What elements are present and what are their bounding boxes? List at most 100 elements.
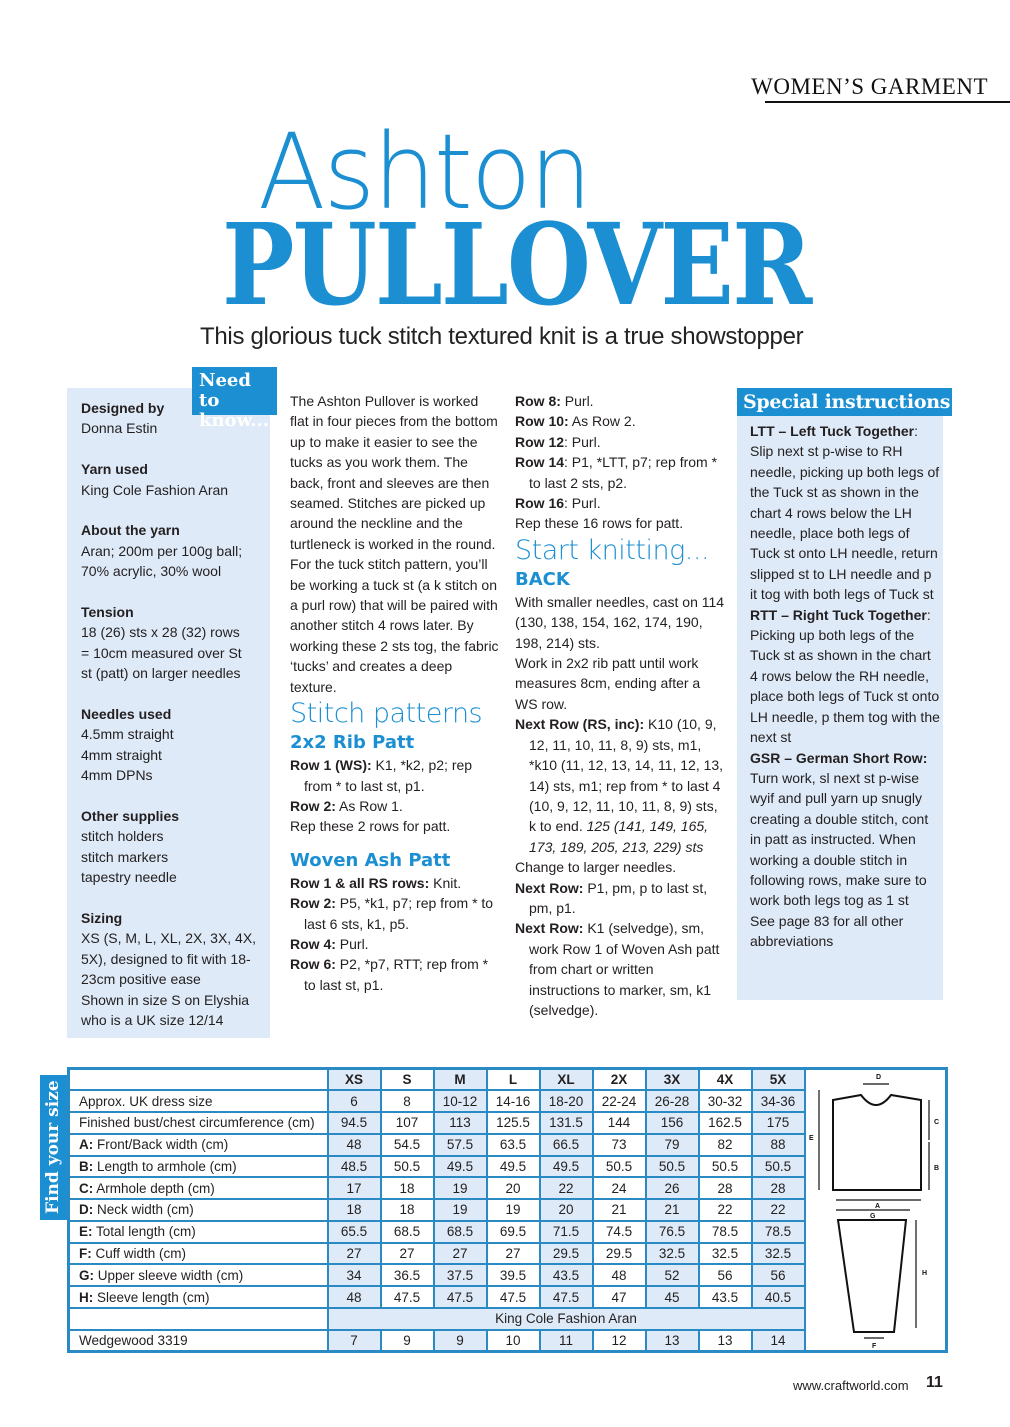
instruction: Row 14: P1, *LTT, p7; rep from * to last… (515, 452, 725, 493)
ball-count: 9 (379, 1328, 435, 1353)
info-group: About the yarn Aran; 200m per 100g ball; 7… (81, 520, 266, 581)
table-cell: 21 (591, 1198, 647, 1222)
ball-count: 13 (697, 1328, 753, 1353)
table-cell: 14-16 (485, 1089, 541, 1114)
size-header: XS (326, 1067, 382, 1092)
table-cell: 47.5 (432, 1285, 488, 1309)
info-heading: Designed by (81, 400, 165, 416)
table-row: F: Cuff width (cm) 27 27 27 27 29.5 29.5 32.5 32… (67, 1241, 947, 1266)
table-cell: 68.5 (432, 1219, 488, 1244)
table-row: A: Front/Back width (cm) 48 54.5 57.5 63.5 66… (67, 1132, 947, 1157)
instruction: With smaller needles, cast on 114 (130, … (515, 592, 725, 653)
table-cell: 19 (432, 1198, 488, 1222)
instruction-text: K10 (10, 9, 12, 11, 10, 11, 8, 9) sts, m… (529, 716, 724, 835)
instruction: Row 6: P2, *p7, RTT; rep from * to last … (290, 954, 500, 995)
instruction-label: Row 12 (515, 433, 565, 450)
table-cell: 175 (750, 1111, 806, 1135)
table-cell: 50.5 (697, 1154, 753, 1179)
table-cell: 125.5 (485, 1111, 541, 1135)
instruction-text: : P1, *LTT, p7; rep from * to last 2 sts… (529, 454, 718, 491)
row-label: A: Front/Back width (cm) (67, 1132, 329, 1157)
table-cell: 49.5 (485, 1154, 541, 1179)
table-cell: 113 (432, 1111, 488, 1135)
table-cell: 20 (485, 1176, 541, 1201)
info-line: 4mm DPNs (81, 767, 153, 784)
shade-row: Wedgewood 3319 7 9 9 10 11 12 13 13 14 (67, 1328, 947, 1353)
instruction: Row 1 (WS): K1, *k2, p2; rep from * to l… (290, 755, 500, 796)
table-cell: 29.5 (591, 1241, 647, 1266)
instruction-label: Row 1 & all RS rows: (290, 874, 430, 891)
row-label: Approx. UK dress size (67, 1089, 329, 1114)
table-cell: 19 (432, 1176, 488, 1201)
table-cell: 74.5 (591, 1219, 647, 1244)
instruction-label: Row 14 (515, 454, 565, 471)
info-line: XS (S, M, L, XL, 2X, 3X, 4X, (81, 930, 257, 947)
table-row: C: Armhole depth (cm) 17 18 19 20 22 24 26 28 28 (67, 1176, 947, 1201)
table-cell: 156 (644, 1111, 700, 1135)
column-2: The Ashton Pullover is worked flat in fo… (290, 391, 500, 995)
table-cell: 47 (591, 1285, 647, 1309)
woven-heading: Woven Ash Patt (290, 849, 451, 871)
yarn-name: King Cole Fashion Aran (326, 1306, 806, 1331)
instruction-text: Change to larger needles. (515, 859, 677, 876)
table-cell: 82 (697, 1132, 753, 1157)
table-cell: 22 (750, 1198, 806, 1222)
table-cell: 37.5 (432, 1263, 488, 1288)
table-cell: 43.5 (538, 1263, 594, 1288)
table-cell: 69.5 (485, 1219, 541, 1244)
instruction-result: 125 (141, 149, 165, 173, 189, 205, 213, … (529, 818, 709, 855)
table-cell: 24 (591, 1176, 647, 1201)
size-header: 3X (644, 1067, 700, 1092)
instruction: Row 8: Purl. (515, 391, 725, 411)
table-cell: 144 (591, 1111, 647, 1135)
table-cell: 22 (538, 1176, 594, 1201)
instruction: Next Row: P1, pm, p to last st, pm, p1. (515, 878, 725, 919)
row-label: D: Neck width (cm) (67, 1198, 329, 1222)
table-cell: 68.5 (379, 1219, 435, 1244)
intro: The Ashton Pullover is worked flat in fo… (290, 393, 499, 695)
label-f: F (872, 1343, 877, 1350)
table-cell: 32.5 (750, 1241, 806, 1266)
find-your-size-tab: Find your size (40, 1075, 67, 1220)
instruction-text: Rep these 16 rows for patt. (515, 515, 684, 532)
divider (765, 101, 1010, 103)
size-header: M (432, 1067, 488, 1092)
table-cell: 50.5 (644, 1154, 700, 1179)
instruction-text: See page 83 for all other abbreviations (750, 912, 904, 950)
section-label: WOMEN’S GARMENT (751, 74, 988, 99)
size-header: 4X (697, 1067, 753, 1092)
instruction-text: P5, *k1, p7; rep from * to last 6 sts, k… (304, 895, 494, 932)
table-cell: 76.5 (644, 1219, 700, 1244)
instruction-label: Next Row (RS, inc): (515, 716, 645, 733)
label-a: A (875, 1203, 880, 1210)
info-line: 5X), designed to fit with 18- (81, 950, 251, 967)
row-label: F: Cuff width (cm) (67, 1241, 329, 1266)
table-cell: 48 (326, 1285, 382, 1309)
instruction: Row 10: As Row 2. (515, 411, 725, 431)
table-row: Approx. UK dress size 6 8 10-12 14-16 18-20 22… (67, 1089, 947, 1114)
instruction: Row 4: Purl. (290, 934, 500, 954)
ball-count: 7 (326, 1328, 382, 1353)
instruction: Change to larger needles. (515, 857, 725, 877)
label-e: E (809, 1135, 814, 1142)
instruction: LTT – Left Tuck Together: Slip next st p… (750, 421, 940, 605)
size-header: S (379, 1067, 435, 1092)
instruction-text: As Row 2. (568, 413, 636, 430)
table-cell: 28 (697, 1176, 753, 1201)
instruction-text: Purl. (560, 393, 594, 409)
instruction: RTT – Right Tuck Together: Picking up bo… (750, 605, 940, 748)
special-instructions-panel (737, 388, 943, 1000)
instruction: Row 16: Purl. (515, 493, 725, 513)
table-row: B: Length to armhole (cm) 48.5 50.5 49.5 49.… (67, 1154, 947, 1179)
title-line-2: PULLOVER (222, 200, 812, 331)
special-instructions-list: LTT – Left Tuck Together: Slip next st p… (750, 421, 940, 952)
label-d: D (876, 1074, 881, 1081)
ball-count: 14 (750, 1328, 806, 1353)
instruction-text: K1, *k2, p2; rep from * to last st, p1. (304, 757, 473, 794)
table-cell: 49.5 (538, 1154, 594, 1179)
table-cell: 73 (591, 1132, 647, 1157)
table-cell: 27 (432, 1241, 488, 1266)
footer-url: www.craftworld.com (793, 1378, 909, 1393)
